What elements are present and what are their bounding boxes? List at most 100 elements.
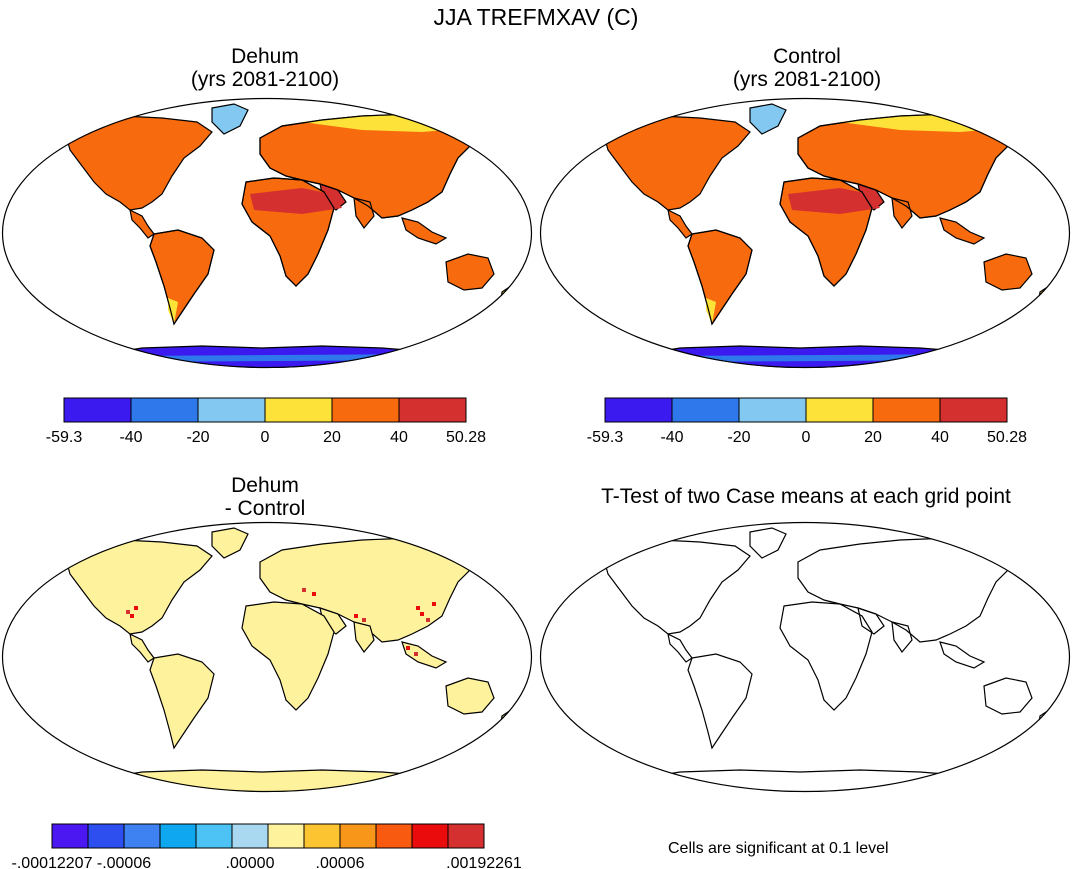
- colorbar-control: -59.3 -40 -20 0 20 40 50.28: [587, 397, 1027, 446]
- significant-cell: [416, 606, 420, 610]
- colorbar-box: [805, 397, 874, 423]
- colorbar-box: [87, 823, 125, 849]
- colorbar-box: [331, 397, 400, 423]
- continent-greenland: [749, 527, 787, 559]
- significant-cell: [312, 592, 316, 596]
- continent-newzealand: [1037, 286, 1047, 310]
- map-border: [1, 521, 533, 793]
- colorbar-box: [738, 397, 807, 423]
- dehum-panel-title: Dehum (yrs 2081-2100): [135, 45, 395, 91]
- colorbar-tick-label: 20: [864, 429, 882, 446]
- continent-northAmerica: [63, 115, 213, 211]
- colorbar-box: [872, 397, 941, 423]
- continent-india: [891, 621, 913, 654]
- continent-southAmerica: [149, 229, 215, 326]
- control-title: Control: [773, 45, 841, 68]
- colorbar-box: [411, 823, 449, 849]
- colorbar-box: [671, 397, 740, 423]
- colorbar-tick-label: 50.28: [987, 429, 1027, 446]
- colorbar-box: [447, 823, 485, 849]
- control-subtitle: (yrs 2081-2100): [732, 68, 882, 91]
- significant-cell: [130, 614, 134, 618]
- colorbar-box: [51, 823, 89, 849]
- colorbar-box: [63, 397, 132, 423]
- continent-northAmerica: [601, 539, 751, 635]
- significant-cell: [406, 646, 410, 650]
- colorbar-tick-label: -59.3: [587, 429, 624, 446]
- continent-northAmerica: [63, 539, 213, 635]
- continent-seasia: [939, 217, 986, 245]
- colorbar-box: [197, 397, 266, 423]
- colorbar-box: [604, 397, 673, 423]
- ttest-panel-title: T-Test of two Case means at each grid po…: [540, 485, 1072, 508]
- colorbar-tick-label: 40: [931, 429, 949, 446]
- continent-newzealand: [1037, 710, 1047, 734]
- colorbar-tick-label: -.00006: [97, 855, 151, 869]
- control-panel-title: Control (yrs 2081-2100): [677, 45, 937, 91]
- continent-centralAmerica: [667, 632, 693, 663]
- colorbar-tick-label: -20: [727, 429, 750, 446]
- diff-panel-title: Dehum - Control: [135, 474, 395, 520]
- colorbar-box: [939, 397, 1008, 423]
- continent-greenland: [749, 103, 787, 135]
- continent-newzealand: [499, 286, 509, 310]
- continent-seasia: [939, 641, 986, 669]
- colorbar-tick-label: 20: [323, 429, 341, 446]
- colorbar-box: [303, 823, 341, 849]
- significance-note: Cells are significant at 0.1 level: [668, 840, 889, 857]
- continent-centralAmerica: [129, 208, 155, 239]
- colorbar-box: [130, 397, 199, 423]
- continent-india: [891, 197, 913, 230]
- colorbar-tick-label: .00192261: [446, 855, 522, 869]
- continent-southAmerica: [687, 229, 753, 326]
- colorbar-box: [231, 823, 269, 849]
- colorbar-diff: -.00012207 -.00006 .00000 .00006 .00192261: [12, 823, 522, 869]
- continent-arabia: [857, 607, 885, 635]
- continent-northAmerica: [601, 115, 751, 211]
- map-border: [539, 521, 1071, 793]
- colorbar-tick-label: -59.3: [46, 429, 83, 446]
- significant-cell: [426, 618, 430, 622]
- dehum-subtitle: (yrs 2081-2100): [190, 68, 340, 91]
- continent-southAmerica: [687, 653, 753, 750]
- continent-centralAmerica: [129, 632, 155, 663]
- colorbar-box: [267, 823, 305, 849]
- continent-india: [353, 621, 375, 654]
- colorbar-box: [195, 823, 233, 849]
- continent-australia: [983, 253, 1033, 291]
- diff-subtitle: - Control: [224, 497, 306, 520]
- ttest-title: T-Test of two Case means at each grid po…: [601, 485, 1011, 508]
- continent-africa: [779, 601, 873, 711]
- significant-cell: [302, 588, 306, 592]
- continent-newzealand: [499, 710, 509, 734]
- figure-title: JJA TREFMXAV (C): [433, 4, 639, 30]
- continent-greenland: [211, 527, 249, 559]
- significant-cell: [354, 614, 358, 618]
- colorbar-dehum: -59.3 -40 -20 0 20 40 50.28: [46, 397, 486, 446]
- continent-australia: [445, 677, 495, 715]
- colorbar-box: [339, 823, 377, 849]
- colorbar-tick-label: 0: [261, 429, 270, 446]
- map-dehum: [1, 97, 533, 369]
- colorbar-box: [398, 397, 467, 423]
- continent-seasia: [401, 641, 448, 669]
- map-control: [539, 97, 1071, 369]
- continent-seasia: [401, 217, 448, 245]
- significant-cell: [432, 602, 436, 606]
- mild-region-south: [706, 298, 716, 324]
- continent-centralAmerica: [667, 208, 693, 239]
- hot-region: [250, 188, 342, 214]
- diff-title: Dehum: [231, 474, 299, 497]
- map-border: [1, 97, 533, 369]
- map-border: [539, 97, 1071, 369]
- colorbar-tick-label: -40: [660, 429, 683, 446]
- map-ttest: [539, 521, 1071, 793]
- colorbar-tick-label: 40: [390, 429, 408, 446]
- dehum-title: Dehum: [231, 45, 299, 68]
- significant-cell: [362, 618, 366, 622]
- continent-africa: [241, 601, 335, 711]
- significant-cell: [134, 606, 138, 610]
- continent-antarctica: [630, 769, 992, 792]
- continent-greenland: [211, 103, 249, 135]
